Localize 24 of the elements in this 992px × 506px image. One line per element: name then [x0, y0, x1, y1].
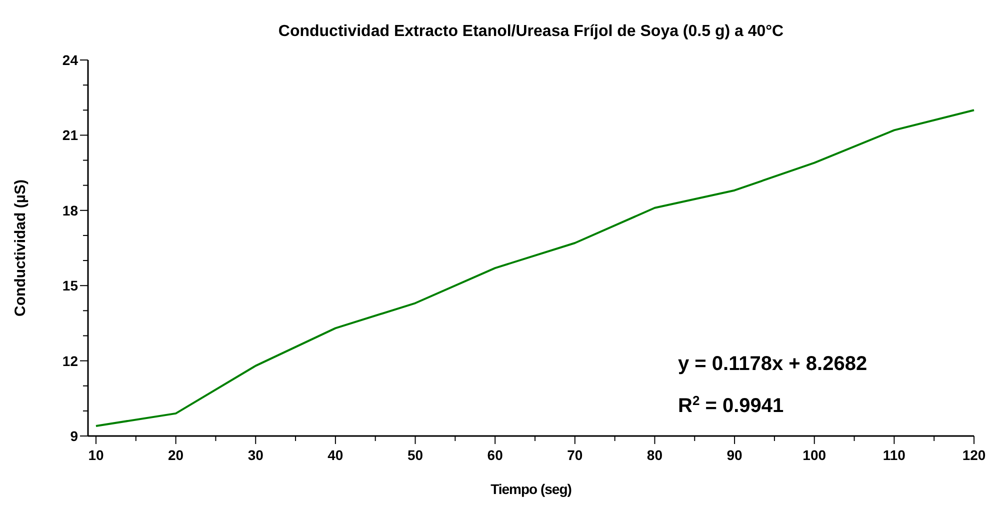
chart-title: Conductividad Extracto Etanol/Ureasa Fríjol de Soya (0.5 g) a 40°C — [278, 23, 784, 40]
y-tick-label: 9 — [70, 428, 78, 444]
x-tick-label: 20 — [168, 447, 184, 463]
x-tick-label: 90 — [726, 447, 743, 463]
y-tick-label: 12 — [62, 352, 78, 369]
x-tick-label: 120 — [962, 447, 986, 463]
x-tick-label: 70 — [567, 447, 583, 463]
x-tick-label: 10 — [88, 447, 104, 463]
x-tick-label: 100 — [802, 447, 826, 463]
x-tick-label: 30 — [248, 447, 264, 463]
x-tick-label: 50 — [407, 447, 424, 463]
y-tick-label: 15 — [62, 278, 78, 294]
y-axis-title: Conductividad (µS) — [12, 180, 29, 316]
x-tick-label: 80 — [646, 447, 663, 463]
annotation: R$^{2}$ = 0.9941 — [678, 392, 784, 417]
annotation: y = 0.1178x + 8.2682 — [678, 353, 868, 375]
y-tick-label: 24 — [62, 52, 78, 68]
y-tick-label: 18 — [62, 202, 78, 218]
x-tick-label: 110 — [882, 447, 906, 463]
x-tick-label: 40 — [328, 447, 344, 463]
x-tick-label: 60 — [487, 447, 504, 463]
y-tick-label: 21 — [62, 127, 78, 144]
x-axis-title: Tiempo (seg) — [490, 481, 572, 497]
line-series — [94, 109, 975, 427]
